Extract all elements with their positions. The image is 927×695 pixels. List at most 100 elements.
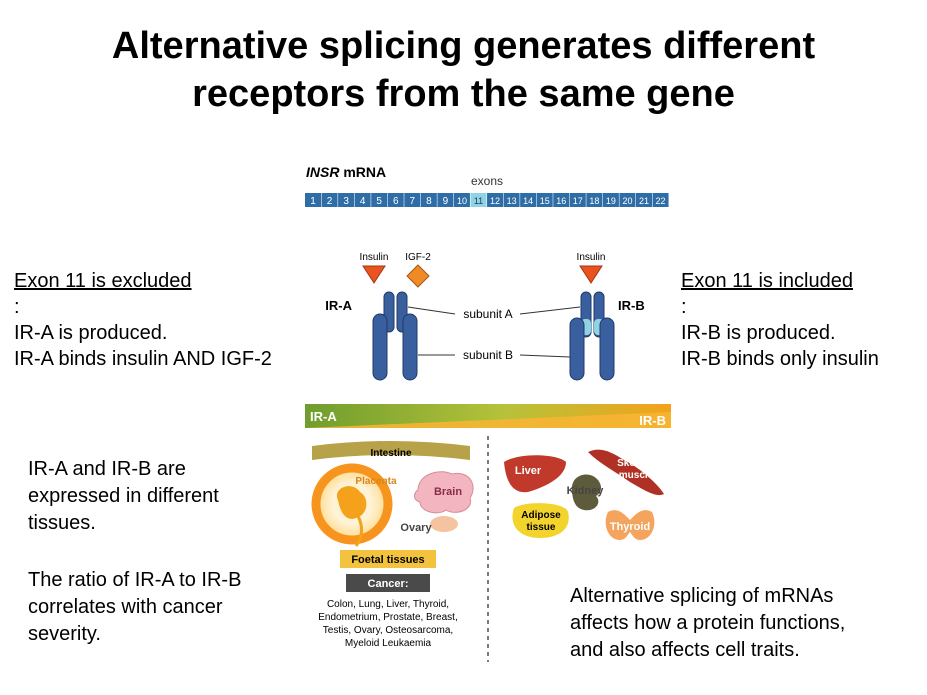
- exon-box-5: [371, 193, 388, 207]
- exon-box-17: [569, 193, 586, 207]
- exon-number-13: 13: [507, 196, 517, 206]
- exon-number-5: 5: [376, 196, 382, 207]
- receptor-ir-b-icon: [569, 291, 615, 381]
- exon-excluded-line-1: IR-A is produced.: [14, 322, 168, 344]
- exons-label: exons: [471, 174, 503, 188]
- skeletal-label-2: muscle: [619, 470, 654, 481]
- exon-number-15: 15: [540, 196, 550, 206]
- exon-box-7: [404, 193, 421, 207]
- receptor-a-label: IR-A: [325, 298, 352, 313]
- exon-number-4: 4: [360, 196, 366, 207]
- exon-number-12: 12: [490, 196, 500, 206]
- placenta-label: Placenta: [355, 476, 397, 487]
- receptor-ir-a-icon: [372, 291, 418, 381]
- adipose-label-2: tissue: [527, 522, 556, 533]
- exon-box-1: [305, 193, 321, 207]
- ligand-igf2-label: IGF-2: [405, 252, 431, 263]
- receptor-b-label: IR-B: [618, 298, 645, 313]
- igf2-diamond-icon: [406, 264, 430, 288]
- subunit-b-label: subunit B: [463, 348, 513, 362]
- effect-note-line-2: affects how a protein functions,: [570, 612, 846, 634]
- exon-number-17: 17: [573, 196, 583, 206]
- brain-icon: [414, 471, 474, 514]
- exon-number-22: 22: [656, 196, 666, 206]
- title-line-1: Alternative splicing generates different: [111, 25, 816, 67]
- gradient-label-ir-a: IR-A: [310, 409, 337, 424]
- foetal-tissues-box: [340, 550, 436, 568]
- ratio-note-line-1: The ratio of IR-A to IR-B: [28, 569, 242, 591]
- exon-excluded-heading: Exon 11 is excluded: [14, 270, 192, 292]
- tissue-note-line-3: tissues.: [28, 512, 96, 534]
- tissue-note-line-2: expressed in different: [28, 485, 219, 507]
- slide-title: Alternative splicing generates different…: [0, 22, 927, 118]
- umbilical-cord-icon: [354, 515, 363, 547]
- cancer-header-box: [346, 574, 430, 592]
- exon-number-7: 7: [410, 196, 416, 207]
- exon-box-19: [602, 193, 619, 207]
- liver-label: Liver: [515, 465, 542, 477]
- ratio-note: The ratio of IR-A to IR-B correlates wit…: [28, 567, 241, 648]
- exon-included-colon: :: [681, 296, 687, 318]
- subunit-a-label: subunit A: [463, 307, 512, 321]
- fetus-icon: [336, 486, 367, 519]
- exon-box-9: [437, 193, 454, 207]
- exon-box-11: [470, 193, 487, 207]
- exon-box-15: [536, 193, 553, 207]
- cancer-list-line-3: Testis, Ovary, Osteosarcoma,: [323, 625, 453, 636]
- ovary-label: Ovary: [400, 522, 432, 534]
- exon-number-14: 14: [523, 196, 533, 206]
- cancer-list-line-4: Myeloid Leukaemia: [345, 638, 432, 649]
- tissue-expression-note: IR-A and IR-B are expressed in different…: [28, 456, 219, 537]
- kidney-icon: [572, 474, 602, 511]
- exon-number-16: 16: [556, 196, 566, 206]
- brain-label: Brain: [434, 486, 462, 498]
- exon-included-note: Exon 11 is included: IR-B is produced. I…: [681, 268, 879, 372]
- ovary-icon: [430, 516, 458, 532]
- exon-number-3: 3: [343, 196, 349, 207]
- exon-box-18: [586, 193, 603, 207]
- exon-box-4: [354, 193, 371, 207]
- exon-number-8: 8: [426, 196, 432, 207]
- exon-number-11: 11: [474, 196, 483, 206]
- intestine-label: Intestine: [370, 448, 412, 459]
- exon-box-22: [652, 193, 669, 207]
- exon-number-20: 20: [622, 196, 632, 206]
- ligand-insulin-label-b: Insulin: [577, 252, 606, 263]
- exon-box-3: [338, 193, 355, 207]
- mrna-label-rest: mRNA: [339, 164, 386, 180]
- cancer-list-line-2: Endometrium, Prostate, Breast,: [318, 612, 458, 623]
- exon-box-14: [520, 193, 537, 207]
- intestine-icon: [312, 441, 470, 460]
- exon-number-10: 10: [457, 196, 467, 206]
- exon-box-10: [453, 193, 470, 207]
- insulin-triangle-icon-a: [362, 265, 386, 284]
- ligand-insulin-label-a: Insulin: [360, 252, 389, 263]
- exon-box-6: [387, 193, 404, 207]
- skeletal-label-1: Skeletal: [617, 458, 655, 469]
- insulin-triangle-icon-b: [579, 265, 603, 284]
- effect-note-line-1: Alternative splicing of mRNAs: [570, 585, 834, 607]
- exon-number-21: 21: [639, 196, 649, 206]
- exon-strip: 1 2 3 4 5 6 7 8 9 10 11 12 13 14 15 16 17 18 19 20 21 22: [305, 193, 669, 207]
- subunit-a-line-left: [407, 306, 456, 315]
- liver-icon: [504, 455, 566, 493]
- tissue-note-line-1: IR-A and IR-B are: [28, 458, 186, 480]
- mrna-gene-name: INSR: [306, 164, 340, 180]
- kidney-label: Kidney: [567, 485, 605, 497]
- exon-box-12: [487, 193, 504, 207]
- exon-included-line-1: IR-B is produced.: [681, 322, 836, 344]
- splicing-effect-note: Alternative splicing of mRNAs affects ho…: [570, 583, 845, 664]
- cancer-list-line-1: Colon, Lung, Liver, Thyroid,: [327, 599, 449, 610]
- foetal-tissues-label: Foetal tissues: [351, 554, 424, 566]
- mrna-label: INSR mRNA: [306, 164, 386, 180]
- thyroid-label: Thyroid: [610, 521, 650, 533]
- subunit-b-line-right: [519, 354, 571, 358]
- exon-box-8: [420, 193, 437, 207]
- exon-number-19: 19: [606, 196, 616, 206]
- exon-number-6: 6: [393, 196, 399, 207]
- adipose-tissue-icon: [512, 503, 569, 538]
- cancer-header: Cancer:: [368, 578, 409, 590]
- exon-excluded-note: Exon 11 is excluded: IR-A is produced. I…: [14, 268, 272, 372]
- title-line-2: receptors from the same gene: [192, 73, 735, 115]
